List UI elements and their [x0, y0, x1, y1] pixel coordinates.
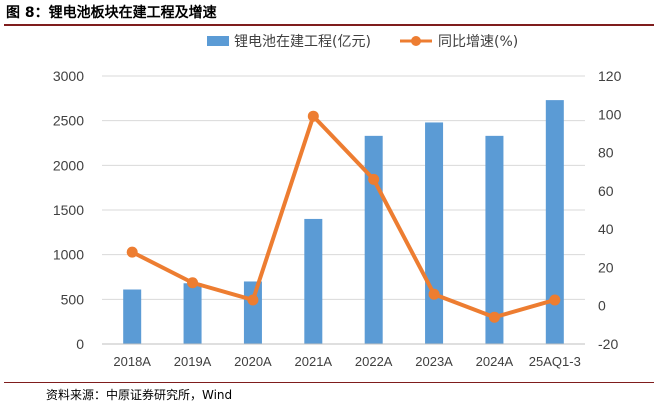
- x-tick-label: 2022A: [355, 354, 393, 369]
- axes: 0 500 1000 1500 2000 2500 3000 -20 0 20 40 60 80 100 1…: [53, 68, 622, 369]
- x-tick-label: 2019A: [174, 354, 212, 369]
- growth-line: [130, 114, 557, 320]
- y-left-tick-label: 2500: [53, 113, 84, 129]
- combo-chart: 锂电池在建工程(亿元) 同比增速(%) 05001000150020002500…: [53, 34, 622, 369]
- line-point: [247, 294, 259, 306]
- gridlines: [102, 75, 585, 300]
- bar: [304, 218, 323, 344]
- y-right-tick-label: 80: [598, 145, 614, 161]
- line-point: [368, 173, 380, 185]
- y-right-tick-label: 0: [598, 298, 606, 314]
- y-right-tick-label: 20: [598, 259, 614, 275]
- line-point: [187, 277, 199, 289]
- y-right-tick-label: 120: [598, 68, 622, 84]
- legend-line-marker: [411, 36, 421, 46]
- x-tick-label: 2021A: [295, 354, 333, 369]
- x-tick-label: 2020A: [234, 354, 272, 369]
- bar: [545, 100, 564, 345]
- x-tick-label: 2024A: [476, 354, 514, 369]
- source-note: 资料来源：中原证券研究所，Wind: [46, 388, 233, 402]
- line-point: [428, 288, 440, 300]
- y-left-tick-label: 1500: [53, 202, 84, 218]
- line-series: [126, 110, 561, 323]
- bar: [485, 135, 504, 344]
- legend-bar-label: 锂电池在建工程(亿元): [234, 34, 371, 50]
- y-left-tick-label: 0: [76, 336, 84, 352]
- bar: [243, 281, 262, 344]
- line-point: [549, 294, 561, 306]
- y-left-tick-label: 3000: [53, 68, 84, 84]
- legend: 锂电池在建工程(亿元) 同比增速(%): [207, 34, 518, 50]
- y-right-tick-label: 100: [598, 106, 622, 122]
- y-left-tick-label: 1000: [53, 247, 84, 263]
- line-point: [488, 311, 500, 323]
- x-tick-label: 2023A: [415, 354, 453, 369]
- bar: [123, 289, 142, 344]
- y-left-tick-label: 500: [61, 291, 85, 307]
- y-right-tick-label: 60: [598, 183, 614, 199]
- legend-bar-swatch: [207, 36, 229, 46]
- y-left-tick-label: 2000: [53, 157, 84, 173]
- bar-series: [123, 100, 564, 345]
- line-point: [126, 246, 138, 258]
- source-rule: [4, 382, 654, 383]
- y-right-tick-label: 40: [598, 221, 614, 237]
- y-right-tick-label: -20: [598, 336, 618, 352]
- legend-line-label: 同比增速(%): [438, 34, 518, 50]
- figure-title: 图 8：锂电池板块在建工程及增速: [6, 5, 217, 21]
- bar: [364, 135, 383, 344]
- title-rule: [4, 24, 654, 26]
- line-point: [307, 110, 319, 122]
- bar: [425, 122, 444, 344]
- x-tick-label: 2018A: [113, 354, 151, 369]
- x-tick-label: 25AQ1-3: [529, 354, 581, 369]
- bar: [183, 283, 202, 344]
